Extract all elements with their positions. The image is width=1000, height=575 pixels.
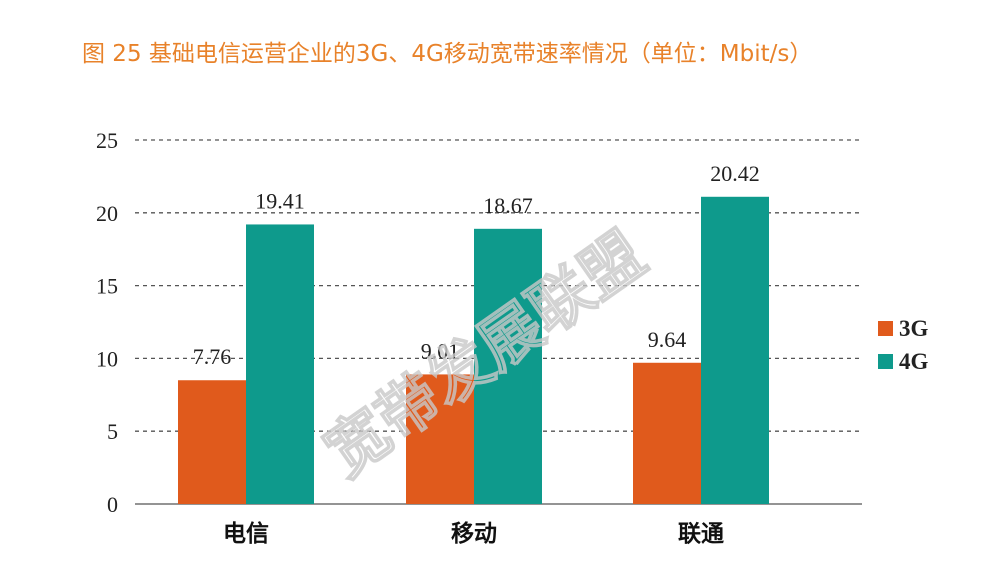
data-label-3G-0: 7.76: [193, 344, 232, 369]
bar-3G-1: [406, 374, 474, 504]
category-label-1: 移动: [451, 520, 497, 547]
y-tick-label: 5: [107, 419, 118, 444]
chart-title: 图 25 基础电信运营企业的3G、4G移动宽带速率情况（单位：Mbit/s）: [82, 41, 813, 67]
y-tick-label: 25: [96, 128, 118, 153]
data-label-3G-2: 9.64: [648, 327, 687, 352]
bar-4G-1: [474, 228, 542, 505]
y-tick-label: 10: [96, 346, 118, 371]
legend-label-4G: 4G: [899, 349, 929, 374]
data-labels: 7.76 19.41 9.01 18.67 9.64 20.42: [193, 161, 760, 369]
data-label-4G-2: 20.42: [710, 161, 760, 186]
bar-4G-2: [701, 196, 769, 504]
category-label-0: 电信: [223, 520, 269, 547]
y-tick-label: 0: [107, 492, 118, 517]
y-tick-label: 15: [96, 274, 118, 299]
x-axis-categories: 电信 移动 联通: [223, 520, 724, 547]
bar-3G-0: [178, 380, 246, 504]
data-label-4G-0: 19.41: [255, 188, 305, 213]
legend-swatch-4G: [878, 354, 893, 369]
y-tick-label: 20: [96, 201, 118, 226]
data-label-3G-1: 9.01: [421, 338, 460, 363]
bar-3G-2: [633, 362, 701, 504]
bar-4G-0: [246, 224, 314, 504]
category-label-2: 联通: [678, 520, 724, 547]
data-label-4G-1: 18.67: [483, 193, 533, 218]
y-axis-ticks: 0 5 10 15 20 25: [96, 128, 118, 517]
legend-label-3G: 3G: [899, 316, 929, 341]
bars: [178, 196, 769, 505]
legend-swatch-3G: [878, 321, 893, 336]
